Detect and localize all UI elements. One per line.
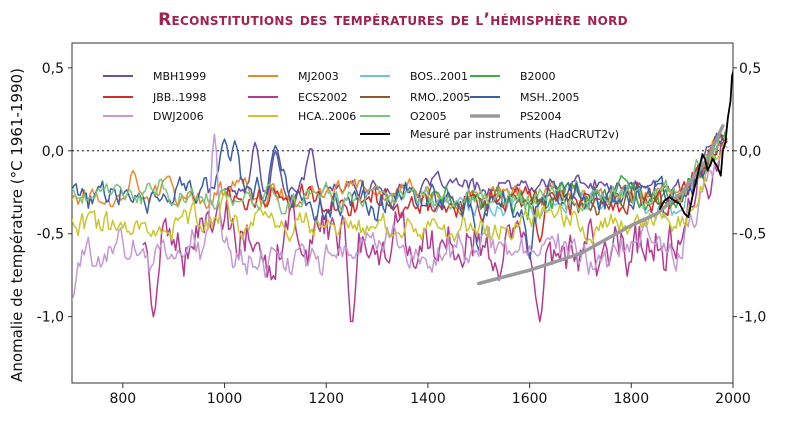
y-tick-label-right: -1,0 [739,310,766,326]
legend-label: MBH1999 [153,70,206,83]
y-tick-label-right: 0,0 [739,144,761,160]
legend-label: RMO..2005 [410,91,470,104]
legend-label: B2000 [520,70,556,83]
y-tick-label-left: 0,5 [42,61,64,77]
y-tick-label-left: -0,5 [37,227,64,243]
legend-label: PS2004 [520,110,562,123]
x-tick-label: 2000 [715,391,751,407]
legend-label: HCA..2006 [298,110,356,123]
series-line-dwj2006 [72,133,728,301]
x-tick-label: 1000 [207,391,243,407]
series-line-o2005 [72,126,724,215]
series-line-msh-2005 [72,132,724,260]
series-group [72,68,733,323]
chart-title: Reconstitutions des températures de l’hé… [158,10,628,30]
series-line-hca-2006 [72,123,728,245]
legend-label: MSH..2005 [520,91,580,104]
legend-label: O2005 [410,110,447,123]
x-tick-label: 1200 [308,391,344,407]
legend-label: BOS..2001 [410,70,468,83]
y-tick-label-right: -0,5 [739,227,766,243]
legend-label: ECS2002 [298,91,348,104]
series-line-mesur-par-instruments-hadcrut2v- [658,68,733,218]
legend: MBH1999 MJ2003 BOS..2001 B2000 JBB..1998 ECS2… [103,70,619,141]
x-tick-label: 800 [109,391,136,407]
series-line-ps2004 [477,124,725,286]
legend-label: JBB..1998 [152,91,206,104]
y-tick-label-left: -1,0 [37,310,64,326]
plot-frame [71,42,734,384]
y-tick-label-right: 0,5 [739,61,761,77]
series-line-ecs2002 [142,138,728,323]
legend-label: Mesuré par instruments (HadCRUT2v) [410,128,619,141]
y-tick-label-left: 0,0 [42,144,64,160]
x-tick-label: 1600 [512,391,548,407]
x-tick-label: 1800 [613,391,649,407]
legend-label: MJ2003 [298,70,339,83]
x-tick-label: 1400 [410,391,446,407]
legend-label: DWJ2006 [153,110,204,123]
series-line-mbh1999 [223,136,724,201]
